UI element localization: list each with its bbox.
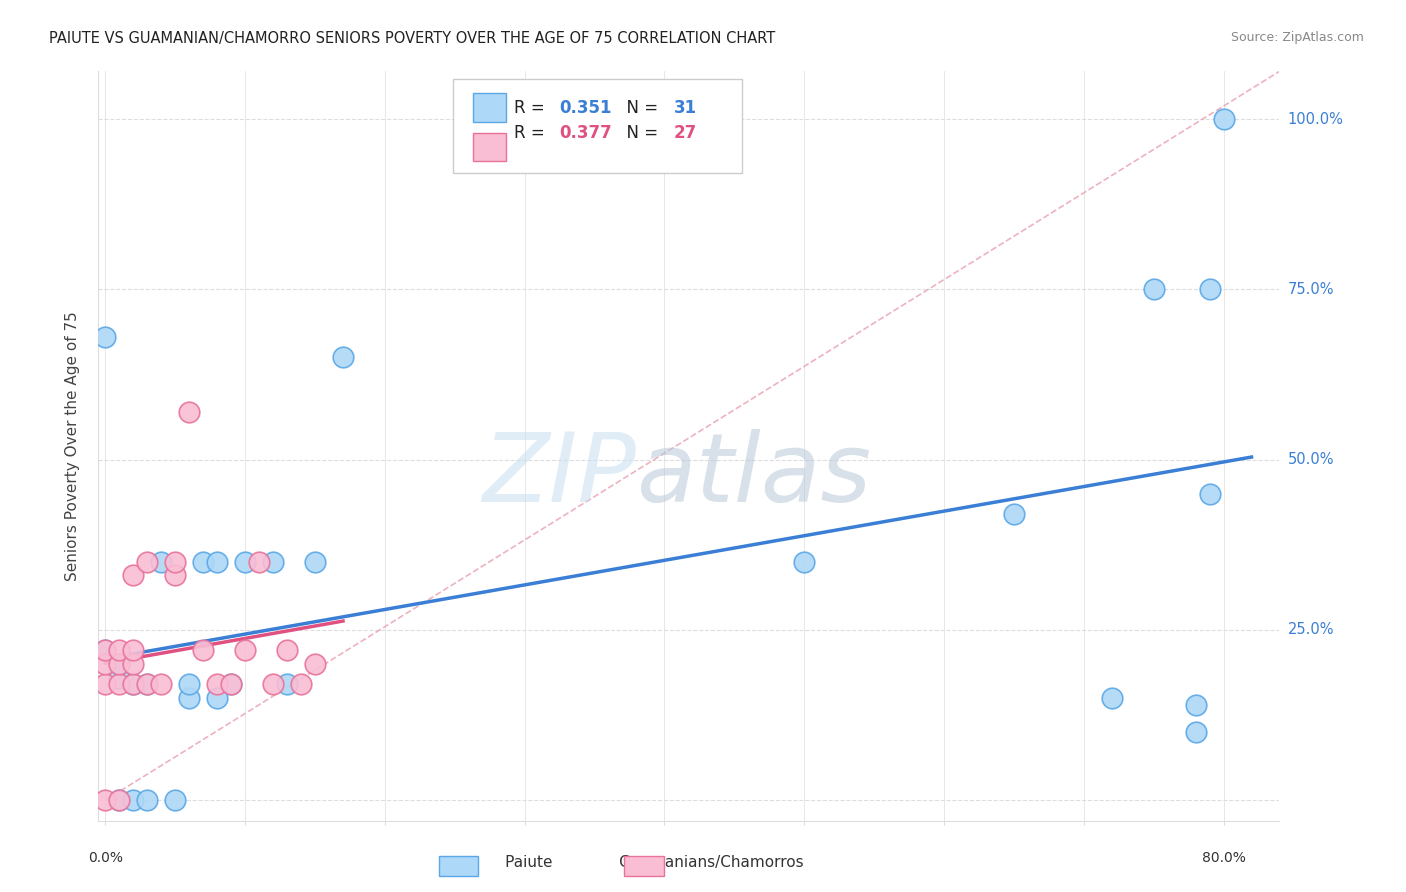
Point bbox=[233, 555, 256, 569]
Point bbox=[108, 677, 131, 691]
Text: 25.0%: 25.0% bbox=[1288, 623, 1334, 638]
Point bbox=[94, 657, 117, 671]
Text: 100.0%: 100.0% bbox=[1288, 112, 1344, 127]
Text: 0.0%: 0.0% bbox=[89, 851, 122, 865]
Point bbox=[247, 555, 270, 569]
Point bbox=[304, 555, 326, 569]
Point bbox=[108, 671, 131, 685]
Point bbox=[136, 677, 159, 691]
Point bbox=[94, 793, 117, 807]
Point bbox=[276, 677, 298, 691]
Point bbox=[94, 677, 117, 691]
Point bbox=[219, 677, 242, 691]
Point bbox=[1212, 112, 1234, 126]
Point bbox=[108, 643, 131, 657]
FancyBboxPatch shape bbox=[472, 94, 506, 122]
Point bbox=[94, 643, 117, 657]
Point bbox=[94, 643, 117, 657]
Text: R =: R = bbox=[515, 124, 550, 142]
Point bbox=[304, 657, 326, 671]
Point bbox=[150, 677, 173, 691]
Point bbox=[108, 793, 131, 807]
Point bbox=[122, 657, 145, 671]
Text: R =: R = bbox=[515, 99, 550, 117]
Y-axis label: Seniors Poverty Over the Age of 75: Seniors Poverty Over the Age of 75 bbox=[65, 311, 80, 581]
Point bbox=[276, 643, 298, 657]
Point bbox=[205, 691, 228, 706]
Point bbox=[793, 555, 815, 569]
Point bbox=[136, 793, 159, 807]
Point bbox=[1184, 725, 1206, 739]
Text: ZIP: ZIP bbox=[482, 429, 636, 523]
Point bbox=[233, 643, 256, 657]
Point bbox=[179, 677, 201, 691]
Point bbox=[165, 568, 187, 582]
Text: 80.0%: 80.0% bbox=[1202, 851, 1246, 865]
Point bbox=[1198, 282, 1220, 296]
Point bbox=[150, 555, 173, 569]
Text: N =: N = bbox=[616, 99, 664, 117]
Point bbox=[332, 351, 354, 365]
Point bbox=[108, 657, 131, 671]
Text: PAIUTE VS GUAMANIAN/CHAMORRO SENIORS POVERTY OVER THE AGE OF 75 CORRELATION CHAR: PAIUTE VS GUAMANIAN/CHAMORRO SENIORS POV… bbox=[49, 31, 776, 46]
Point bbox=[165, 555, 187, 569]
Text: 0.351: 0.351 bbox=[560, 99, 612, 117]
Point bbox=[205, 555, 228, 569]
Text: atlas: atlas bbox=[636, 429, 870, 523]
Point bbox=[108, 793, 131, 807]
Text: Paiute: Paiute bbox=[471, 855, 553, 870]
FancyBboxPatch shape bbox=[453, 78, 742, 172]
Point bbox=[1198, 486, 1220, 500]
Point bbox=[136, 677, 159, 691]
Point bbox=[122, 677, 145, 691]
Point bbox=[193, 643, 215, 657]
Point bbox=[219, 677, 242, 691]
Point bbox=[122, 568, 145, 582]
Point bbox=[1002, 507, 1025, 521]
Text: 0.377: 0.377 bbox=[560, 124, 612, 142]
FancyBboxPatch shape bbox=[472, 133, 506, 161]
Point bbox=[179, 405, 201, 419]
Text: N =: N = bbox=[616, 124, 664, 142]
Point bbox=[290, 677, 312, 691]
Point bbox=[1143, 282, 1166, 296]
Point bbox=[122, 643, 145, 657]
Point bbox=[262, 555, 284, 569]
Text: 27: 27 bbox=[673, 124, 697, 142]
Point bbox=[94, 330, 117, 344]
Point bbox=[122, 677, 145, 691]
Point bbox=[165, 793, 187, 807]
Point bbox=[108, 657, 131, 671]
Point bbox=[1101, 691, 1123, 706]
Point bbox=[179, 691, 201, 706]
Text: Source: ZipAtlas.com: Source: ZipAtlas.com bbox=[1230, 31, 1364, 45]
Text: 75.0%: 75.0% bbox=[1288, 282, 1334, 297]
Text: 50.0%: 50.0% bbox=[1288, 452, 1334, 467]
Point bbox=[122, 793, 145, 807]
Point bbox=[1184, 698, 1206, 712]
Point bbox=[136, 555, 159, 569]
Text: Guamanians/Chamorros: Guamanians/Chamorros bbox=[585, 855, 804, 870]
Point bbox=[205, 677, 228, 691]
Point bbox=[262, 677, 284, 691]
Text: 31: 31 bbox=[673, 99, 697, 117]
Point bbox=[193, 555, 215, 569]
